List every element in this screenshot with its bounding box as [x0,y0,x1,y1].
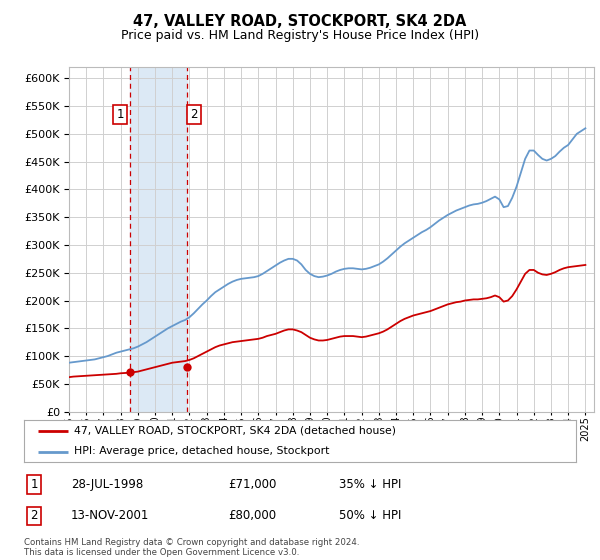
Text: HPI: Average price, detached house, Stockport: HPI: Average price, detached house, Stoc… [74,446,329,456]
Text: Price paid vs. HM Land Registry's House Price Index (HPI): Price paid vs. HM Land Registry's House … [121,29,479,42]
Bar [130,67,187,412]
Text: 13-NOV-2001: 13-NOV-2001 [71,510,149,522]
Text: 2: 2 [190,108,198,121]
Text: 47, VALLEY ROAD, STOCKPORT, SK4 2DA (detached house): 47, VALLEY ROAD, STOCKPORT, SK4 2DA (det… [74,426,395,436]
Text: £71,000: £71,000 [228,478,277,491]
Text: 28-JUL-1998: 28-JUL-1998 [71,478,143,491]
Text: £80,000: £80,000 [228,510,277,522]
Text: 35% ↓ HPI: 35% ↓ HPI [338,478,401,491]
Text: 1: 1 [116,108,124,121]
Text: 2: 2 [30,510,38,522]
Text: 47, VALLEY ROAD, STOCKPORT, SK4 2DA: 47, VALLEY ROAD, STOCKPORT, SK4 2DA [133,14,467,29]
Text: 1: 1 [30,478,38,491]
Text: Contains HM Land Registry data © Crown copyright and database right 2024.
This d: Contains HM Land Registry data © Crown c… [24,538,359,557]
Text: 50% ↓ HPI: 50% ↓ HPI [338,510,401,522]
